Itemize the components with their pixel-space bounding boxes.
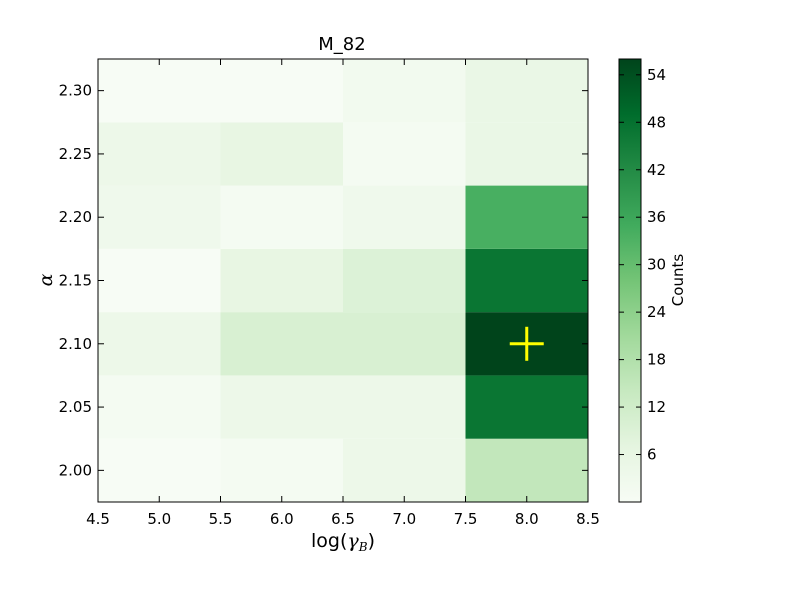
heatmap-cell xyxy=(343,185,466,249)
y-tick-label: 2.00 xyxy=(59,461,92,479)
y-tick-label: 2.20 xyxy=(59,208,92,226)
heatmap-cell xyxy=(343,122,466,186)
heatmap-cell xyxy=(98,59,221,123)
heatmap-cell xyxy=(220,185,343,249)
heatmap-cell xyxy=(343,248,466,313)
heatmap-cell xyxy=(465,122,588,186)
colorbar-tick-label: 48 xyxy=(647,113,666,131)
y-axis-label: α xyxy=(35,273,57,286)
colorbar-tick-label: 30 xyxy=(647,256,666,274)
x-axis-label: log(γB) xyxy=(311,530,375,554)
heatmap-cell xyxy=(220,248,343,313)
colorbar-tick-label: 12 xyxy=(647,398,666,416)
heatmap-cell xyxy=(220,59,343,123)
y-tick-label: 2.15 xyxy=(59,272,92,290)
heatmap-cell xyxy=(98,312,221,376)
chart-title: M_82 xyxy=(318,34,365,55)
heatmap-cell xyxy=(220,122,343,186)
x-tick-label: 4.5 xyxy=(86,510,110,528)
y-axis: 2.00 2.05 2.10 2.15 2.20 2.25 2.30 xyxy=(59,82,588,479)
colorbar xyxy=(618,58,642,503)
heatmap-cells xyxy=(98,59,588,502)
y-tick-label: 2.10 xyxy=(59,335,92,353)
x-tick-label: 6.5 xyxy=(331,510,355,528)
heatmap-cell xyxy=(98,438,221,502)
colorbar-tick-label: 24 xyxy=(647,303,666,321)
heatmap-cell xyxy=(343,375,466,439)
best-fit-marker xyxy=(509,326,544,361)
colorbar-tick-label: 18 xyxy=(647,351,666,369)
colorbar-tick-label: 6 xyxy=(647,446,657,464)
heatmap-cell xyxy=(220,375,343,439)
colorbar-ticks: 6 12 18 24 30 36 42 48 54 xyxy=(619,66,666,464)
heatmap-cell xyxy=(98,375,221,439)
heatmap-cell xyxy=(465,438,588,502)
x-axis: 4.5 5.0 5.5 6.0 6.5 7.0 7.5 8.0 8.5 xyxy=(86,59,600,528)
heatmap-cell xyxy=(343,438,466,502)
heatmap-cell xyxy=(343,312,466,376)
y-tick-label: 2.30 xyxy=(59,82,92,100)
heatmap-cell xyxy=(98,185,221,249)
heatmap-cell xyxy=(465,375,588,439)
heatmap-cell xyxy=(465,248,588,313)
colorbar-tick-label: 36 xyxy=(647,208,666,226)
heatmap-cell xyxy=(220,312,343,376)
x-tick-label: 7.0 xyxy=(392,510,416,528)
colorbar-tick-label: 42 xyxy=(647,161,666,179)
x-tick-label: 6.0 xyxy=(270,510,294,528)
heatmap-cell xyxy=(465,59,588,123)
x-tick-label: 8.5 xyxy=(576,510,600,528)
x-tick-label: 5.0 xyxy=(147,510,171,528)
colorbar-label: Counts xyxy=(669,254,687,307)
heatmap-cell xyxy=(465,185,588,249)
heatmap-cell xyxy=(220,438,343,502)
heatmap-cell xyxy=(98,248,221,313)
y-tick-label: 2.25 xyxy=(59,145,92,163)
y-tick-label: 2.05 xyxy=(59,398,92,416)
x-tick-label: 5.5 xyxy=(209,510,233,528)
x-tick-label: 8.0 xyxy=(515,510,539,528)
heatmap-cell xyxy=(343,59,466,123)
colorbar-tick-label: 54 xyxy=(647,66,666,84)
x-tick-label: 7.5 xyxy=(454,510,478,528)
heatmap-cell xyxy=(98,122,221,186)
